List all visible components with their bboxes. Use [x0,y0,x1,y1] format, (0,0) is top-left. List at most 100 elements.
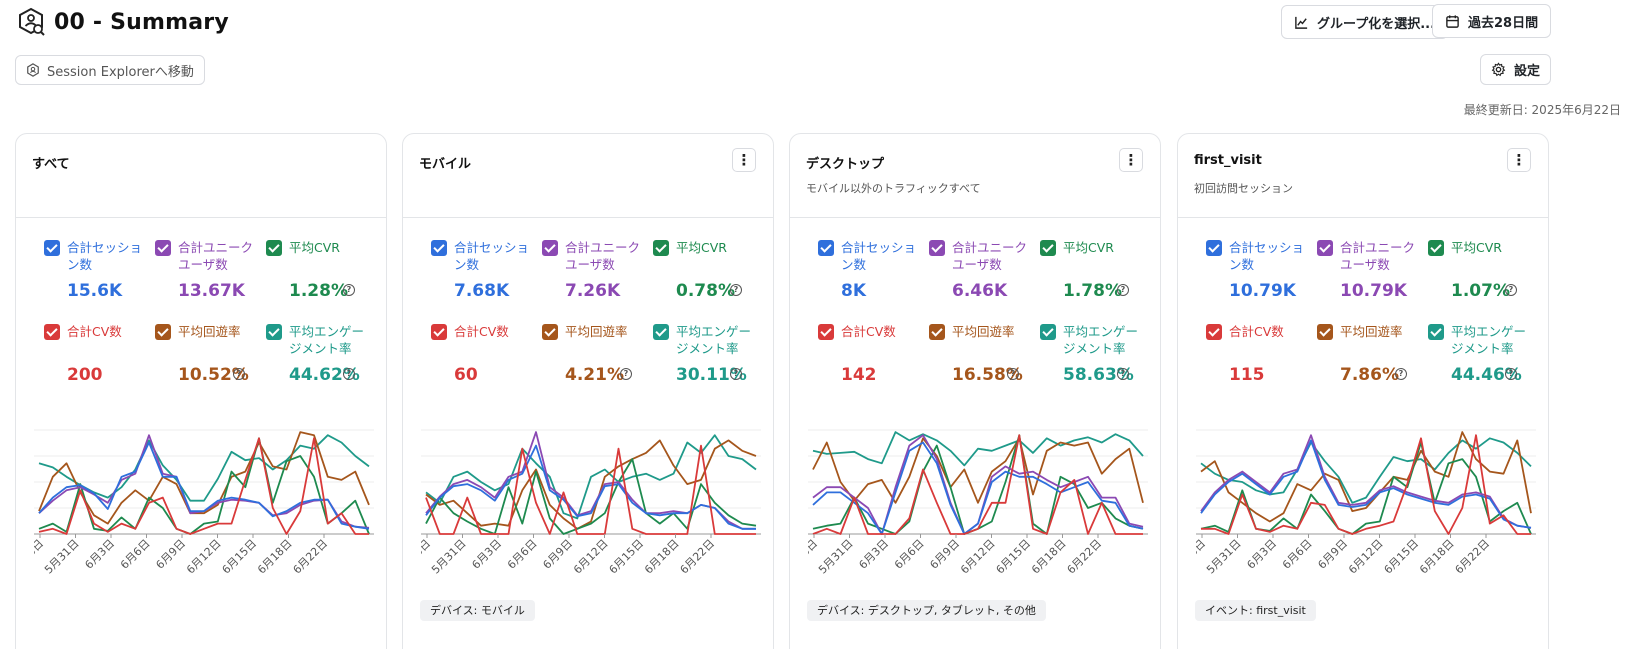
card-menu-button[interactable]: ⋮ [1119,148,1143,172]
metric-label: 平均CVR [676,240,727,255]
metric-checkbox[interactable] [929,324,945,340]
page-title: 00 - Summary [54,9,229,35]
metric-checkbox[interactable] [155,240,171,256]
series-line-engagement [1200,437,1532,504]
metric-checkbox[interactable] [155,324,171,340]
help-icon[interactable]: ? [1505,284,1517,296]
x-tick-label: 6月9日 [927,537,962,572]
metric-cv: 合計CV数 200 [44,323,154,385]
metric-engagement: 平均エンゲージメント率 30.11% [653,323,763,385]
metric-checkbox[interactable] [266,240,282,256]
date-range-button[interactable]: 過去28日間 [1432,4,1552,38]
metric-users: 合計ユニークユーザ数 7.26K [542,239,652,301]
help-icon[interactable]: ? [1505,368,1517,380]
metric-checkbox[interactable] [653,240,669,256]
metric-label: 合計ユニークユーザ数 [565,240,641,272]
card-divider [1178,217,1548,218]
metric-engagement: 平均エンゲージメント率 44.62% [266,323,376,385]
help-icon[interactable]: ? [730,368,742,380]
grouping-button[interactable]: グループ化を選択... [1281,5,1449,39]
metric-checkbox[interactable] [929,240,945,256]
metric-value: 10.79K [1229,281,1296,301]
metric-checkbox[interactable] [1040,240,1056,256]
x-tick-label: 6月3日 [469,537,504,572]
x-tick-label: 6月6日 [1280,537,1315,572]
metric-checkbox[interactable] [431,240,447,256]
group-card: デスクトップ モバイル以外のトラフィックすべて ⋮ 合計セッション数 8K 合計ユニ… [789,133,1161,649]
x-tick-label: 6月12日 [184,537,224,577]
metric-checkbox[interactable] [653,324,669,340]
help-icon[interactable]: ? [1117,284,1129,296]
metric-checkbox[interactable] [1317,240,1333,256]
x-tick-label: 6月3日 [856,537,891,572]
card-title: モバイル [419,157,472,172]
x-tick-label: 6月18日 [255,537,295,577]
metric-value: 1.78% [1063,281,1122,301]
card-subtitle: モバイル以外のトラフィックすべて [806,182,981,195]
x-tick-label: 6月15日 [994,537,1034,577]
x-tick-label: 6月15日 [607,537,647,577]
card-divider [790,217,1160,218]
metric-cvr: 平均CVR 1.78% [1040,239,1150,301]
metric-label: 合計CV数 [841,324,896,339]
calendar-icon [1446,14,1459,28]
series-line-bounce [1200,431,1532,523]
metric-checkbox[interactable] [542,324,558,340]
metric-engagement: 平均エンゲージメント率 44.46% [1428,323,1538,385]
settings-button[interactable]: 設定 [1480,54,1552,85]
help-icon[interactable]: ? [1117,368,1129,380]
session-explorer-button[interactable]: Session Explorerへ移動 [15,55,205,85]
metric-checkbox[interactable] [44,240,60,256]
series-line-users [1200,434,1532,529]
metric-value: 1.07% [1451,281,1510,301]
card-menu-button[interactable]: ⋮ [1507,148,1531,172]
metric-checkbox[interactable] [818,324,834,340]
metric-label: 平均回遊率 [565,324,628,339]
card-title: すべて [32,157,70,172]
x-tick-label: 6月15日 [1382,537,1422,577]
help-icon[interactable]: ? [343,368,355,380]
help-icon[interactable]: ? [343,284,355,296]
help-icon[interactable]: ? [620,368,632,380]
help-icon[interactable]: ? [1007,368,1019,380]
metric-checkbox[interactable] [1040,324,1056,340]
metric-label: 平均CVR [1451,240,1502,255]
x-tick-label: 6月18日 [1029,537,1069,577]
metric-value: 10.52% [178,365,249,385]
metric-checkbox[interactable] [1317,324,1333,340]
card-menu-button[interactable]: ⋮ [732,148,756,172]
metric-sessions: 合計セッション数 10.79K [1206,239,1316,301]
metric-checkbox[interactable] [266,324,282,340]
metric-checkbox[interactable] [1428,240,1444,256]
metric-value: 15.6K [67,281,123,301]
card-subtitle: 初回訪問セッション [1194,182,1293,195]
metric-bounce: 平均回遊率 7.86% [1317,323,1427,385]
more-vertical-icon: ⋮ [1511,151,1527,169]
series-line-engagement [425,434,757,520]
x-tick-label: 6月18日 [1417,537,1457,577]
metric-checkbox[interactable] [818,240,834,256]
metric-label: 平均エンゲージメント率 [289,324,365,356]
metric-checkbox[interactable] [1428,324,1444,340]
metric-checkbox[interactable] [1206,324,1222,340]
metric-checkbox[interactable] [431,324,447,340]
metric-checkbox[interactable] [1206,240,1222,256]
metric-checkbox[interactable] [542,240,558,256]
series-line-cv [1201,434,1531,535]
help-icon[interactable]: ? [730,284,742,296]
metric-checkbox[interactable] [44,324,60,340]
x-tick-label: 6月22日 [678,537,718,577]
group-card: first_visit 初回訪問セッション ⋮ 合計セッション数 10.79K 合計… [1177,133,1549,649]
help-icon[interactable]: ? [233,368,245,380]
metric-label: 合計ユニークユーザ数 [1340,240,1416,272]
metric-label: 合計セッション数 [841,240,917,272]
group-card: モバイル ⋮ 合計セッション数 7.68K 合計ユニークユーザ数 7.26K 平均… [402,133,774,649]
metric-label: 平均CVR [1063,240,1114,255]
more-vertical-icon: ⋮ [736,151,752,169]
help-icon[interactable]: ? [1395,368,1407,380]
series-line-sessions [812,441,1144,535]
card-divider [403,217,773,218]
